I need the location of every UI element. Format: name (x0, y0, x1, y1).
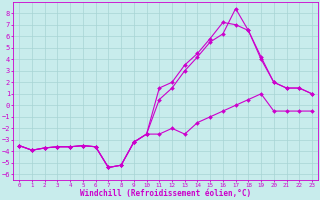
X-axis label: Windchill (Refroidissement éolien,°C): Windchill (Refroidissement éolien,°C) (80, 189, 251, 198)
